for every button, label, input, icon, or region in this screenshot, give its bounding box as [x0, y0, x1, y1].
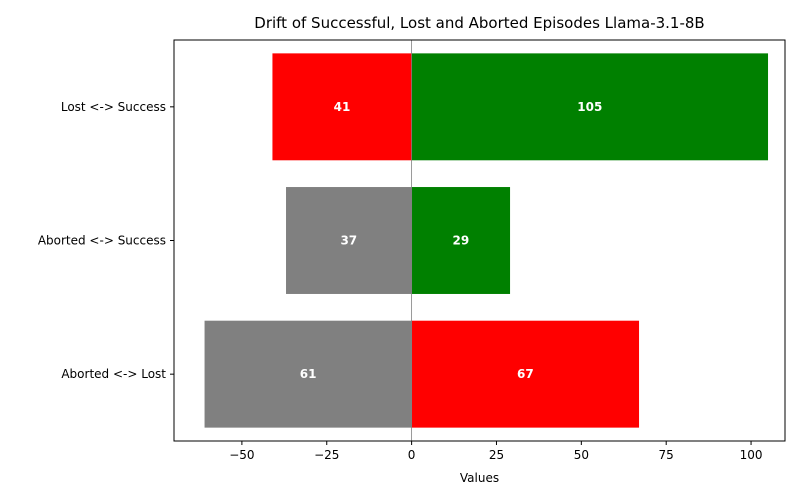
bar-left-1	[286, 187, 412, 294]
bar-labels-group: 41 105 37 29 61 67	[300, 100, 603, 381]
x-tick-label-1: −25	[314, 448, 339, 462]
bar-label-right-1: 29	[452, 234, 469, 248]
x-tick-label-3: 25	[489, 448, 504, 462]
bar-label-right-0: 105	[577, 100, 602, 114]
x-axis-label: Values	[460, 471, 499, 485]
y-tick-label-2: Aborted <-> Lost	[61, 367, 166, 381]
x-tick-label-0: −50	[229, 448, 254, 462]
chart-title: Drift of Successful, Lost and Aborted Ep…	[254, 14, 704, 32]
y-tick-label-1: Aborted <-> Success	[38, 234, 166, 248]
bars-group	[204, 53, 769, 428]
bar-right-2	[411, 320, 640, 428]
bar-right-0	[411, 53, 769, 161]
bar-left-2	[204, 320, 412, 428]
bar-left-0	[272, 53, 412, 161]
bar-label-right-2: 67	[517, 367, 534, 381]
bar-label-left-2: 61	[300, 367, 317, 381]
bar-label-left-0: 41	[334, 100, 351, 114]
y-axis-ticks: Lost <-> Success Aborted <-> Success Abort…	[38, 100, 174, 381]
x-tick-label-4: 50	[574, 448, 589, 462]
bar-right-1	[411, 187, 511, 294]
x-tick-label-2: 0	[408, 448, 416, 462]
bar-label-left-1: 37	[340, 234, 357, 248]
x-axis-ticks: −50 −25 0 25 50 75 100	[229, 441, 763, 462]
y-tick-label-0: Lost <-> Success	[61, 100, 166, 114]
x-tick-label-5: 75	[659, 448, 674, 462]
x-tick-label-6: 100	[740, 448, 763, 462]
